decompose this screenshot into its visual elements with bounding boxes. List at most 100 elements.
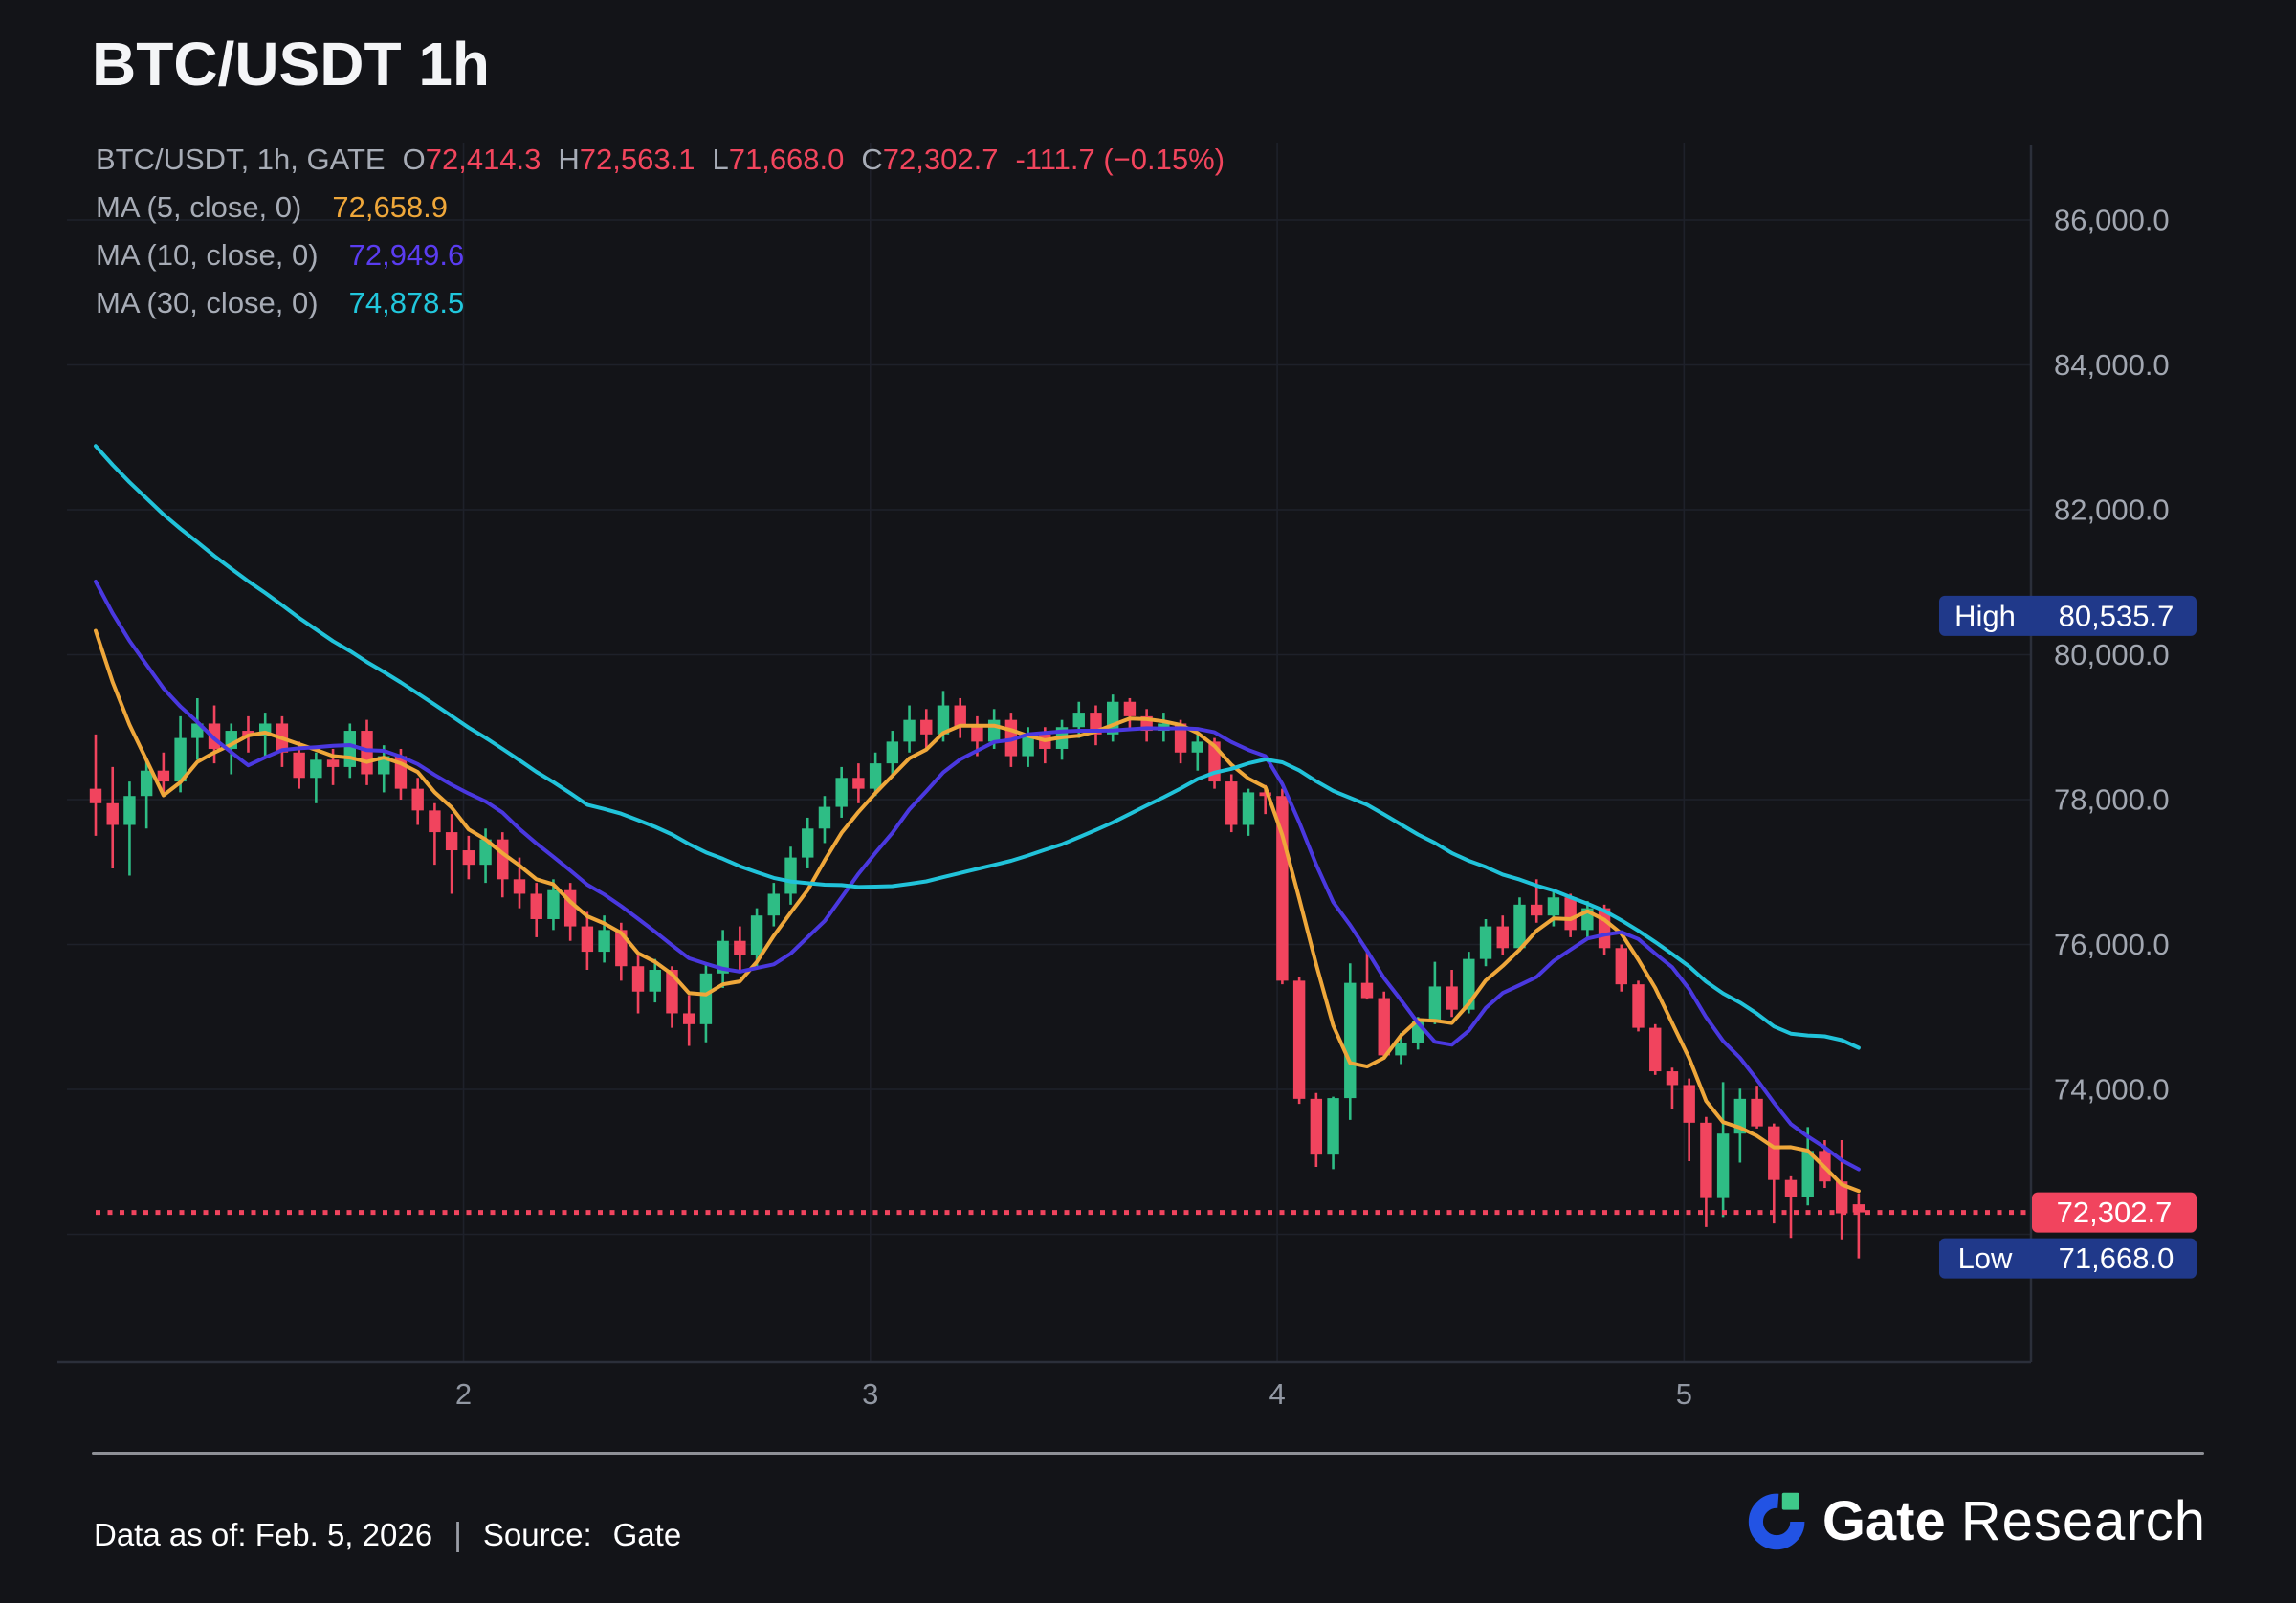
y-axis-label: 86,000.0 [2054,204,2170,237]
y-axis-label: 78,000.0 [2054,783,2170,817]
ma5-row: MA (5, close, 0) 72,658.9 [96,184,1225,231]
candle-body [699,973,713,1024]
candle-body [581,926,594,953]
candle-body [649,970,661,992]
candle-body [818,806,831,829]
candle-body [530,893,542,919]
candle-body [445,832,458,851]
ma30-label: MA (30, close, 0) [96,286,319,319]
ma5-line [94,628,1861,1194]
axis-badge [1939,595,2197,636]
candle-body [1615,948,1627,985]
candle-body [462,850,475,866]
y-axis-label: 74,000.0 [2054,1073,2170,1107]
open-value: 72,414.3 [425,143,541,176]
candle-body [123,796,136,825]
high-badge-label: High [1954,599,2016,632]
candle-body [971,727,983,742]
candle-body [429,810,441,833]
candle-body [683,1013,695,1024]
grid-layer: 2 3 4 5 86,000.0 84,000.0 82,000.0 80,000.0 78,0… [57,143,2170,1411]
candle-body [343,731,356,767]
candle-body [1784,1179,1798,1197]
candle-body [1683,1085,1695,1123]
candle-body [293,752,305,779]
ma30-value: 74,878.5 [348,286,465,319]
series-label: BTC/USDT, 1h, GATE [96,143,386,176]
axis-badge [1939,1238,2197,1279]
x-axis-label: 3 [862,1377,878,1411]
low-badge-value: 71,668.0 [2059,1241,2175,1275]
candle-body [1801,1151,1814,1197]
candle-body [1564,897,1577,931]
ma10-line [94,580,1861,1172]
footer-divider [92,1452,2204,1455]
candle-body [734,940,746,955]
candle-body [1344,982,1357,1099]
open-pair: O 72,414.3 [403,136,541,184]
candle-body [886,741,899,764]
y-axis-label: 84,000.0 [2054,348,2170,382]
candle-body [89,788,102,803]
ma10-row: MA (10, close, 0) 72,949.6 [96,231,1225,279]
x-axis-label: 5 [1676,1377,1692,1411]
y-axis-label: 82,000.0 [2054,494,2170,527]
candle-body [631,966,645,992]
candle-body [1716,1133,1730,1198]
footer: Data as of: Feb. 5, 2026 | Source: Gate [94,1517,681,1554]
candle-body [1513,904,1526,949]
candle-body [106,802,119,825]
candle-body [1327,1098,1339,1155]
candle-body [1547,897,1560,916]
candle-body [326,759,340,767]
candle-body [1428,986,1442,1021]
candle-body [1632,984,1645,1028]
y-axis-label: 76,000.0 [2054,928,2170,961]
candle-body [1531,904,1543,916]
ma5-label: MA (5, close, 0) [96,190,302,224]
ma5-value: 72,658.9 [332,190,449,224]
candle-body [1310,1098,1323,1155]
candle-body [310,759,322,779]
candle-body [361,731,373,775]
ma30-line [94,444,1861,1050]
overlay-layer: High 80,535.7 72,302.7 Low 71,668.0 [96,595,2197,1279]
candle-body [954,705,966,728]
candle-body [513,879,526,894]
candle-body [1242,792,1255,825]
candle-body [1768,1126,1780,1180]
ma10-label: MA (10, close, 0) [96,238,319,272]
candle-body [802,828,814,858]
high-badge-value: 80,535.7 [2059,599,2175,632]
candle-body [1292,980,1306,1099]
candles-layer [89,691,1866,1259]
candle-body [666,970,678,1014]
close-value: 72,302.7 [882,143,999,176]
candle-body [1835,1181,1848,1214]
source-value: Gate [612,1517,682,1552]
candle-body [937,705,950,735]
candle-body [1751,1098,1763,1127]
candle-body [987,719,1001,742]
candle-body [784,857,797,894]
candle-body [903,719,916,742]
high-value: 72,563.1 [579,143,695,176]
candle-body [242,731,254,736]
ma30-row: MA (30, close, 0) 74,878.5 [96,279,1225,327]
candle-body [1700,1122,1712,1198]
candle-body [767,893,780,916]
candle-body [411,788,424,811]
footer-separator: | [453,1517,462,1553]
candle-body [479,839,492,866]
low-pair: L 71,668.0 [712,136,844,184]
candle-body [1191,741,1203,753]
candle-body [1022,734,1034,757]
ohlc-row: BTC/USDT, 1h, GATE O 72,414.3 H 72,563.1 L… [96,136,1225,184]
candle-body [1072,713,1085,728]
candle-body [852,778,865,789]
gate-logo-green-square [1781,1492,1799,1510]
candle-body [1360,982,1374,999]
source-label: Source: [482,1517,592,1552]
candle-body [835,778,848,807]
